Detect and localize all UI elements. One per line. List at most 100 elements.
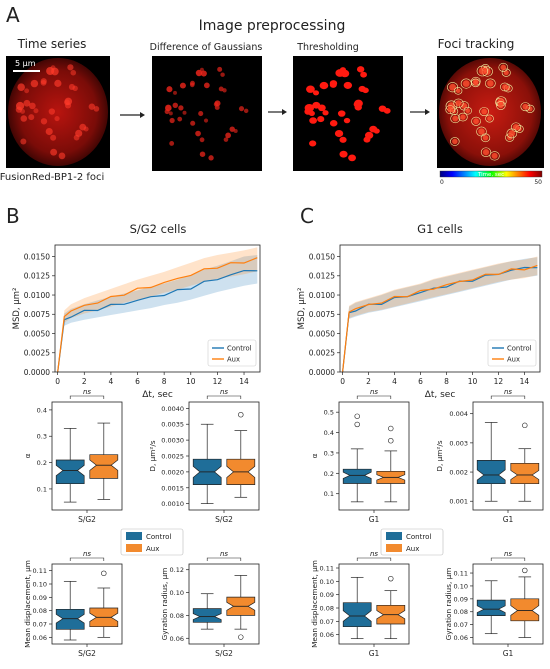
box-control	[342, 468, 372, 484]
y-tick-label: 0.0125	[24, 272, 50, 281]
legend-label-aux: Aux	[146, 545, 159, 553]
y-tick-label: 0.0000	[24, 368, 50, 377]
chart-box_d_g1: 0.001 0.002 0.003 0.004 G1 D, μm²/s ns	[435, 388, 544, 524]
outlier-point	[238, 634, 244, 640]
y-tick-label: 0.1	[37, 485, 47, 493]
y-axis-label: Gyration radius, μm	[160, 568, 169, 641]
confidence-band-aux	[57, 247, 258, 372]
focus-spot	[199, 137, 205, 143]
y-tick-label: 0.09	[454, 595, 468, 603]
focus-spot	[20, 115, 28, 122]
track-outline	[496, 101, 506, 110]
focus-spot	[190, 120, 196, 126]
focus-spot	[462, 80, 470, 87]
y-tick-label: 0.0020	[161, 468, 184, 476]
legend-swatch-control	[386, 532, 402, 540]
y-tick-label: 0.0150	[24, 252, 50, 261]
focus-spot	[455, 100, 462, 107]
colorbar-min: 0	[440, 179, 444, 186]
step-label-dog: Difference of Gaussians	[150, 42, 263, 53]
focus-spot	[54, 115, 60, 122]
track-outline	[500, 82, 510, 92]
focus-spot	[348, 154, 357, 162]
chart-box_md_g1: 0.06 0.07 0.08 0.09 0.10 0.11 G1 Mean displacem…	[310, 550, 410, 658]
focus-spot	[491, 152, 498, 159]
significance-label: ns	[504, 388, 512, 396]
arrow-1	[120, 112, 145, 118]
y-tick-label: 0.07	[454, 621, 468, 629]
focus-spot	[369, 125, 378, 133]
y-tick-label: 0.10	[320, 578, 334, 586]
x-tick-label: 8	[162, 377, 167, 386]
confidence-band-aux	[342, 256, 538, 372]
y-tick-label: 0.1	[324, 490, 334, 498]
outlier-point	[388, 425, 394, 432]
significance-bracket	[69, 557, 105, 561]
x-tick-label: 2	[366, 377, 371, 386]
focus-spot	[45, 127, 53, 136]
y-tick-label: 0.07	[320, 618, 334, 626]
significance-bracket	[356, 395, 392, 399]
track-outline	[479, 107, 490, 117]
outlier-point	[354, 413, 360, 419]
significance-label: ns	[220, 550, 228, 558]
track-outline	[450, 137, 460, 146]
focus-spot	[512, 124, 520, 131]
image-foci-tracking	[437, 56, 544, 168]
outlier-point	[238, 412, 244, 418]
x-tick-label: G1	[503, 515, 514, 524]
focus-spot	[500, 64, 507, 71]
focus-spot	[217, 66, 223, 72]
focus-spot	[172, 102, 178, 108]
y-tick-label: 0.003	[449, 439, 468, 447]
panel-label-b: B	[6, 204, 20, 228]
focus-spot	[179, 82, 186, 89]
y-tick-label: 0.0025	[161, 453, 184, 461]
box-control	[476, 460, 506, 485]
x-tick-label: 12	[494, 377, 504, 386]
focus-spot	[218, 86, 224, 92]
significance-bracket	[69, 395, 105, 399]
x-tick-label: 4	[392, 377, 397, 386]
focus-spot	[88, 103, 96, 110]
y-tick-label: 0.08	[33, 607, 47, 615]
y-tick-label: 0.08	[320, 605, 334, 613]
focus-spot	[177, 116, 183, 122]
focus-spot	[79, 123, 87, 131]
focus-spot	[214, 105, 220, 110]
box-legend-left: Control Aux	[120, 528, 184, 556]
focus-spot	[58, 152, 66, 160]
panel-label-a: A	[6, 3, 20, 27]
y-tick-label: 0.11	[33, 567, 47, 575]
focus-spot	[452, 115, 459, 122]
y-tick-label: 0.4	[37, 406, 47, 414]
y-axis-label: Mean displacement, μm	[23, 560, 32, 648]
focus-spot	[223, 137, 229, 142]
track-outline	[498, 62, 509, 72]
focus-spot	[329, 120, 338, 127]
focus-spot	[214, 100, 221, 107]
y-tick-label: 0.0100	[309, 291, 335, 300]
y-tick-label: 0.0010	[161, 500, 184, 508]
image-caption: FusionRed-BP1-2 foci	[0, 172, 104, 183]
x-tick-label: 6	[418, 377, 423, 386]
focus-spot	[449, 83, 456, 91]
x-tick-label: S/G2	[215, 515, 233, 524]
y-tick-label: 0.10	[33, 581, 47, 589]
step-label-foci-tracking: Foci tracking	[438, 37, 515, 51]
y-tick-label: 0.4	[324, 429, 334, 437]
focus-spot	[319, 81, 329, 90]
focus-spot	[364, 131, 374, 139]
focus-spot	[67, 64, 74, 71]
x-axis-label: Δt, sec	[142, 390, 173, 400]
image-thresholding	[293, 56, 403, 171]
significance-label: ns	[83, 550, 91, 558]
focus-spot	[195, 130, 201, 137]
y-tick-label: 0.06	[320, 631, 334, 639]
legend-label-control: Control	[227, 345, 252, 353]
focus-spot	[243, 108, 249, 114]
box-aux	[510, 598, 540, 622]
image-dog	[152, 56, 262, 171]
focus-spot	[482, 135, 489, 141]
focus-spot	[312, 101, 321, 109]
